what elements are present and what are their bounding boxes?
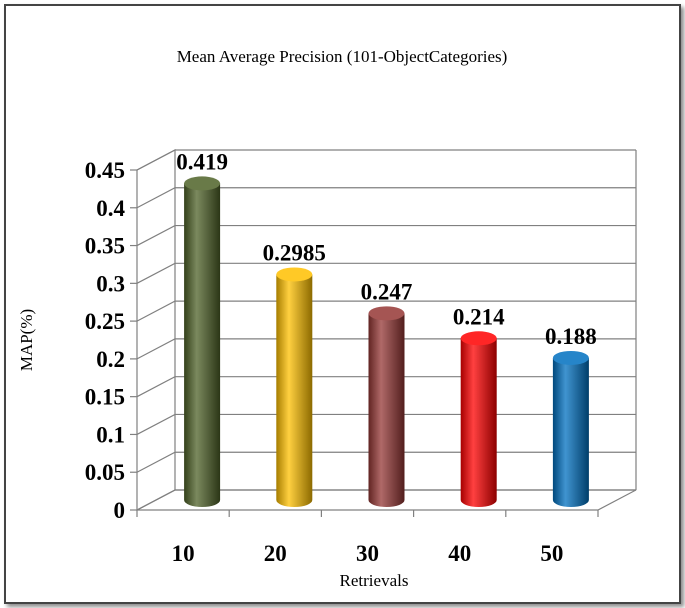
gridline (130, 187, 636, 209)
x-tick-label: 50 (540, 541, 563, 566)
y-tick-label: 0 (114, 498, 126, 523)
y-tick-labels: 0 0.05 0.1 0.15 0.2 0.25 0.3 0.35 0.4 0.45 (85, 158, 126, 523)
value-label: 0.214 (453, 304, 505, 329)
value-label: 0.188 (545, 324, 597, 349)
bar-30 (368, 306, 405, 507)
value-label: 0.247 (361, 279, 413, 304)
bar-10 (184, 176, 221, 507)
side-wall (136, 149, 176, 511)
y-tick-label: 0.2 (96, 347, 125, 372)
y-tick-label: 0.1 (96, 422, 125, 447)
y-tick-label: 0.45 (85, 158, 125, 183)
gridline (130, 224, 636, 247)
bar-40 (460, 331, 497, 507)
y-tick-label: 0.15 (85, 385, 125, 410)
bar-20 (276, 267, 313, 507)
y-tick-label: 0.3 (96, 271, 125, 296)
gridline (130, 300, 636, 322)
y-tick-label: 0.4 (96, 196, 125, 221)
y-tick-label: 0.35 (85, 234, 125, 259)
x-axis-label: Retrievals (340, 571, 409, 590)
y-tick-label: 0.25 (85, 309, 125, 334)
bar-50 (552, 350, 589, 507)
value-label: 0.2985 (263, 240, 326, 265)
x-tick-label: 10 (172, 541, 195, 566)
x-tick-label: 20 (264, 541, 287, 566)
x-tick-label: 40 (448, 541, 471, 566)
value-labels: 0.419 0.2985 0.247 0.214 0.188 (176, 149, 597, 349)
y-axis-label: MAP(%) (17, 309, 36, 371)
value-label: 0.419 (176, 149, 228, 174)
y-tick-label: 0.05 (85, 460, 125, 485)
chart-title: Mean Average Precision (101-ObjectCatego… (177, 47, 508, 66)
x-tick-label: 30 (356, 541, 379, 566)
x-tick-labels: 10 20 30 40 50 (172, 541, 564, 566)
bars (184, 176, 589, 507)
gridline (130, 262, 636, 284)
gridline (130, 149, 636, 171)
